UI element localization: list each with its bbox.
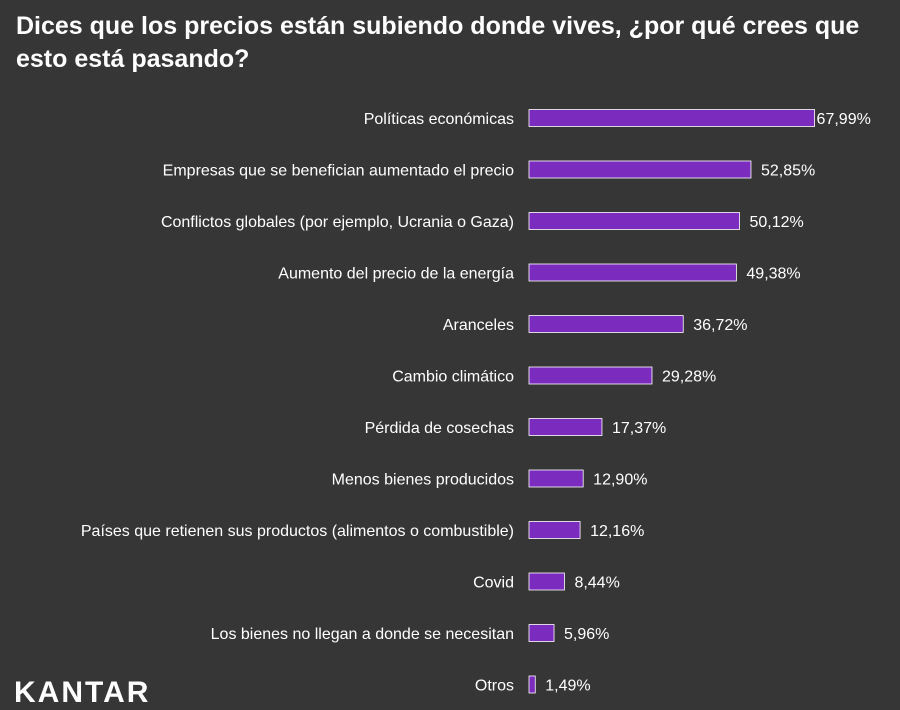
value-label: 1,49% bbox=[545, 678, 590, 695]
value-label: 50,12% bbox=[750, 214, 804, 231]
value-label: 29,28% bbox=[662, 369, 716, 386]
bar bbox=[528, 212, 740, 230]
value-label: 5,96% bbox=[564, 626, 609, 643]
category-label: Aumento del precio de la energía bbox=[278, 266, 514, 283]
category-label: Políticas económicas bbox=[364, 111, 514, 128]
kantar-logo: KANTAR bbox=[14, 676, 151, 709]
bar bbox=[528, 521, 581, 539]
chart-title: Dices que los precios están subiendo don… bbox=[16, 12, 860, 73]
bar bbox=[528, 160, 752, 179]
bar bbox=[528, 572, 565, 591]
value-label: 36,72% bbox=[693, 317, 747, 334]
category-label: Covid bbox=[473, 575, 514, 592]
bar bbox=[528, 469, 584, 488]
bar bbox=[528, 418, 603, 436]
value-label: 8,44% bbox=[574, 575, 619, 592]
value-label: 17,37% bbox=[612, 420, 666, 437]
category-label: Otros bbox=[475, 678, 514, 695]
bar bbox=[528, 263, 737, 282]
bar bbox=[528, 624, 555, 642]
bar bbox=[528, 366, 653, 385]
category-label: Los bienes no llegan a donde se necesita… bbox=[211, 626, 514, 643]
category-label: Empresas que se benefician aumentado el … bbox=[163, 163, 514, 180]
category-label: Cambio climático bbox=[392, 369, 514, 386]
category-label: Países que retienen sus productos (alime… bbox=[81, 523, 514, 540]
value-label: 12,16% bbox=[590, 523, 644, 540]
bar bbox=[528, 109, 815, 127]
category-label: Conflictos globales (por ejemplo, Ucrani… bbox=[161, 214, 514, 231]
value-label: 49,38% bbox=[746, 266, 800, 283]
value-label: 52,85% bbox=[761, 163, 815, 180]
category-label: Pérdida de cosechas bbox=[365, 420, 514, 437]
bar bbox=[528, 675, 536, 694]
value-label: 12,90% bbox=[593, 472, 647, 489]
category-label: Menos bienes producidos bbox=[332, 472, 514, 489]
bar bbox=[528, 315, 684, 333]
category-label: Aranceles bbox=[443, 317, 514, 334]
value-label: 67,99% bbox=[817, 111, 871, 128]
